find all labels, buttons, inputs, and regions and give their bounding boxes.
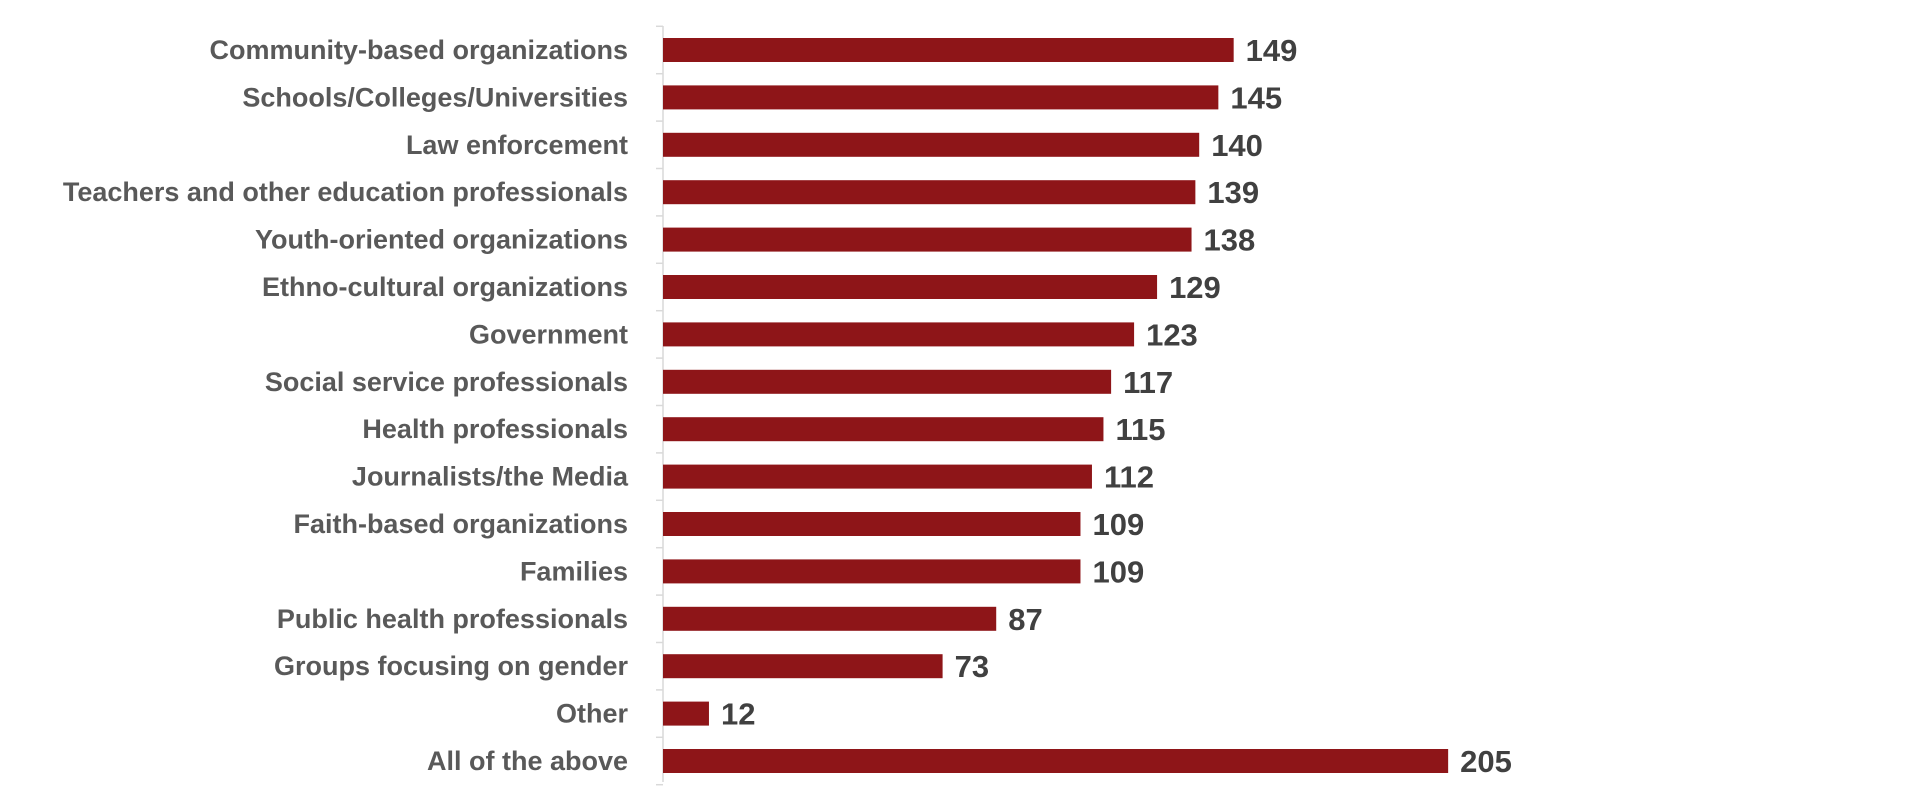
data-label: 12 (721, 697, 755, 732)
bar (663, 132, 1200, 157)
category-label: Faith-based organizations (293, 509, 628, 539)
value-labels-group: 149 145 140 139 138 129 123 117 115 112 109 109 87 73… (721, 33, 1512, 779)
bar (663, 606, 997, 631)
category-label: Law enforcement (406, 130, 628, 160)
data-label: 115 (1115, 412, 1165, 447)
bar (663, 701, 709, 726)
bars-group (663, 38, 1449, 773)
bar (663, 654, 943, 679)
bar (663, 322, 1135, 347)
bar (663, 85, 1219, 110)
category-label: All of the above (427, 746, 628, 776)
category-label: Community-based organizations (209, 35, 628, 65)
data-label: 117 (1123, 365, 1173, 400)
bar (663, 227, 1192, 252)
bar (663, 38, 1234, 62)
data-label: 140 (1211, 128, 1263, 163)
category-label: Public health professionals (277, 604, 628, 634)
data-label: 138 (1204, 223, 1256, 258)
bar (663, 275, 1158, 299)
category-label: Families (520, 556, 628, 586)
data-label: 149 (1246, 33, 1298, 68)
y-axis-ticks (656, 25, 663, 786)
data-label: 109 (1092, 507, 1144, 542)
bar (663, 180, 1196, 205)
category-label: Youth-oriented organizations (255, 225, 628, 255)
category-label: Other (556, 699, 629, 729)
data-label: 129 (1169, 270, 1221, 305)
data-label: 87 (1008, 602, 1042, 637)
category-label: Groups focusing on gender (274, 651, 628, 681)
category-label: Ethno-cultural organizations (262, 272, 628, 302)
category-label: Health professionals (362, 414, 628, 444)
data-label: 112 (1104, 460, 1154, 495)
data-label: 109 (1092, 554, 1144, 589)
bar (663, 749, 1449, 773)
category-label: Journalists/the Media (352, 462, 629, 492)
category-label: Teachers and other education professiona… (63, 177, 628, 207)
data-label: 123 (1146, 317, 1198, 352)
category-labels-group: Community-based organizations Schools/Col… (63, 35, 629, 776)
category-label: Schools/Colleges/Universities (242, 82, 628, 112)
bar (663, 512, 1081, 536)
bar (663, 559, 1081, 584)
bar (663, 464, 1092, 489)
data-label: 139 (1207, 175, 1259, 210)
category-label: Government (469, 319, 628, 349)
data-label: 205 (1460, 744, 1512, 779)
data-label: 145 (1230, 80, 1282, 115)
category-label: Social service professionals (265, 367, 628, 397)
bar (663, 417, 1104, 442)
data-label: 73 (955, 649, 989, 684)
bar (663, 369, 1112, 394)
